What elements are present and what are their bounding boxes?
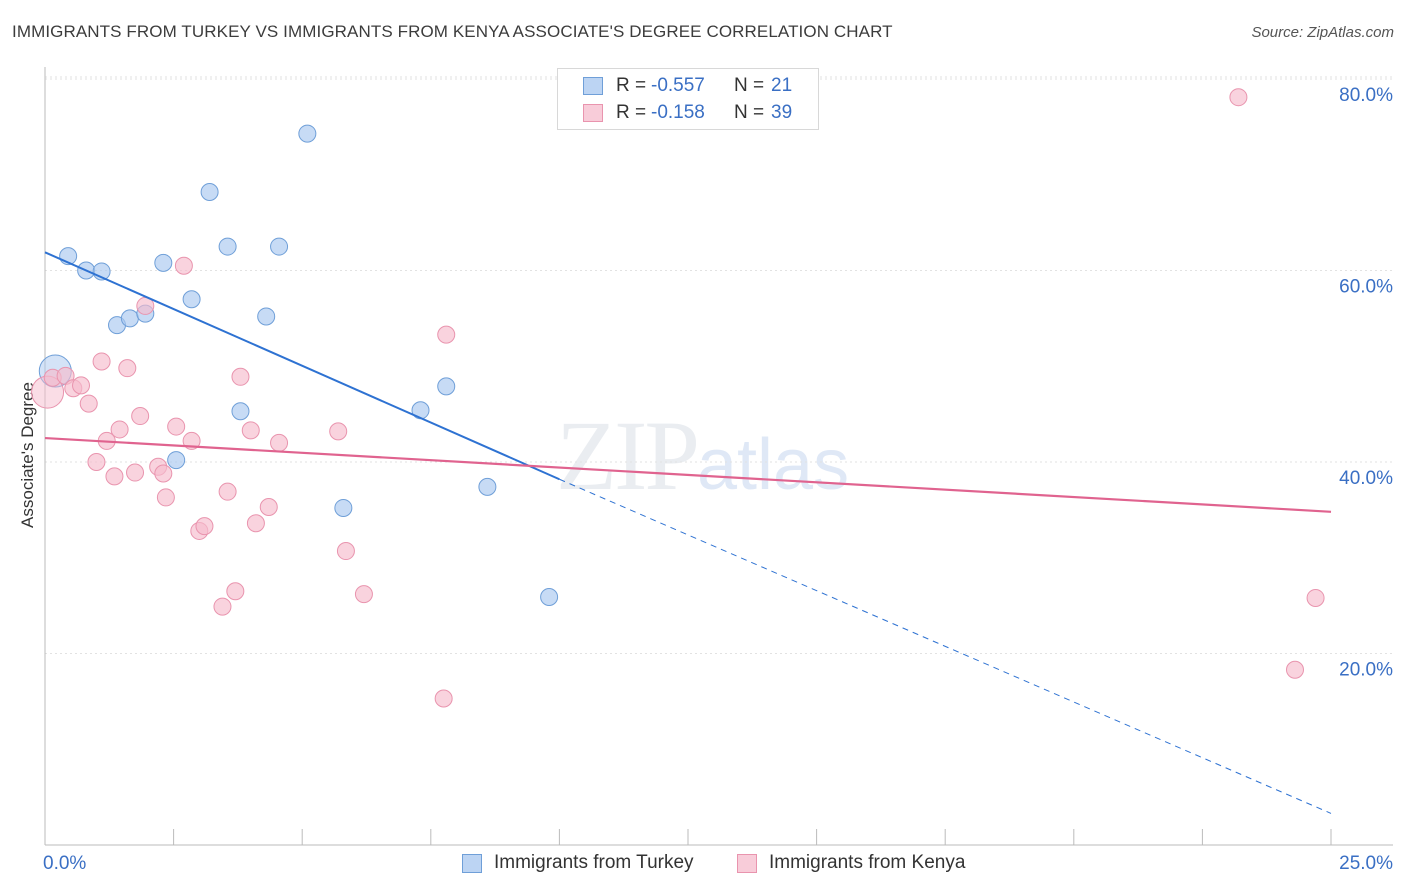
kenya-point [213,597,232,616]
kenya-point [87,453,106,471]
kenya-trend-line [44,436,1332,513]
kenya-point [226,582,245,601]
n-label: N = [734,75,765,96]
n-label: N = [734,102,765,123]
watermark-atlas: atlas [697,425,850,505]
kenya-point [1285,660,1304,679]
kenya-legend-swatch [737,854,757,873]
kenya-point [92,352,111,371]
kenya-point [241,421,260,440]
x-tick-label-max: 25.0% [1339,853,1393,874]
kenya-point [259,498,278,517]
kenya-point [131,407,150,426]
kenya-point [118,359,137,378]
kenya-point [437,325,456,344]
kenya-point [1229,88,1248,107]
turkey-legend-swatch [462,854,482,873]
r-value: -0.557 [651,75,705,96]
chart-title: IMMIGRANTS FROM TURKEY VS IMMIGRANTS FRO… [12,22,893,41]
turkey-point [154,253,173,272]
legend-label-kenya: Immigrants from Kenya [769,852,966,873]
kenya-point [72,376,91,395]
y-tick-label: 40.0% [1339,468,1393,489]
kenya-point [246,514,265,533]
stats-legend: R = -0.557 N = 21 R = -0.158 N = 39 [557,68,819,130]
r-label: R = [616,75,647,96]
kenya-point [336,542,355,561]
kenya-point [105,467,124,486]
turkey-swatch [583,77,603,95]
kenya-point [270,433,289,452]
r-value: -0.158 [651,102,705,123]
turkey-point [478,477,497,496]
kenya-point [79,394,98,413]
turkey-point [231,402,250,421]
kenya-point [354,585,373,604]
kenya-point [195,517,214,536]
turkey-point [540,588,559,607]
kenya-point [167,417,186,436]
turkey-point [182,290,201,309]
legend-label-turkey: Immigrants from Turkey [494,852,694,873]
turkey-point [167,451,186,470]
turkey-trend-line [44,251,560,481]
y-tick-label: 20.0% [1339,660,1393,681]
kenya-point [329,422,348,441]
kenya-point [156,488,175,507]
kenya-point [154,464,173,483]
kenya-point [1306,588,1325,607]
turkey-point [218,237,237,256]
source-label: Source: ZipAtlas.com [1251,24,1394,41]
y-tick-label: 60.0% [1339,277,1393,298]
kenya-swatch [583,104,603,122]
x-tick-label-min: 0.0% [43,853,86,874]
turkey-trend-extension [559,478,1332,814]
series-legend: Immigrants from Turkey Immigrants from K… [0,851,1406,879]
turkey-point [200,182,219,201]
turkey-point [298,124,317,143]
turkey-point [257,307,276,326]
watermark-zip: ZIP [556,400,700,511]
kenya-point [126,463,145,482]
kenya-point [218,482,237,501]
turkey-point [334,498,353,517]
n-value: 39 [771,102,793,123]
turkey-point [437,377,456,396]
y-tick-label: 80.0% [1339,85,1393,106]
turkey-point [120,309,139,328]
watermark: ZIPatlas [556,398,849,513]
kenya-point [231,367,250,386]
r-label: R = [616,102,647,123]
kenya-point [174,256,193,275]
kenya-point [110,420,129,439]
kenya-point [434,689,453,708]
n-value: 21 [771,75,793,96]
turkey-point [270,237,289,256]
stats-legend-row-kenya: R = -0.158 N = 39 [558,101,818,127]
stats-legend-row-turkey: R = -0.557 N = 21 [558,74,818,100]
